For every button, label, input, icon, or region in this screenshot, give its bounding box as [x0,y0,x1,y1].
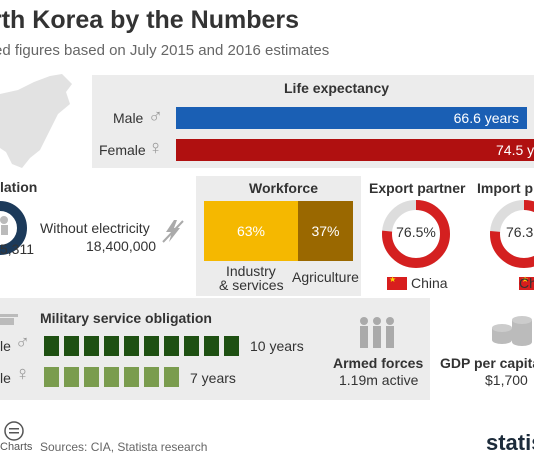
without-electricity-value: 18,400,000 [86,238,157,254]
service-year-cell [64,367,79,387]
military-female-years: 7 years [190,370,236,386]
life-expectancy-bar-female: 74.5 y [176,139,534,161]
workforce-industry-label-1: Industry [226,263,276,279]
life-expectancy-bar-male: 66.6 years [176,107,527,129]
china-flag-icon [519,275,534,290]
female-symbol-icon: ♀ [148,137,163,159]
service-year-cell [104,336,119,356]
workforce-segment-agriculture: 37% [298,201,353,261]
coins-icon [492,316,532,346]
import-donut [490,200,534,268]
service-year-cell [104,367,119,387]
statista-logo[interactable]: statis [486,430,534,455]
soldiers-icon [360,317,394,348]
armed-forces-value: 1.19m active [339,372,419,388]
china-flag-icon [387,275,407,290]
export-title: Export partner [369,180,466,196]
export-partner: China [411,275,448,291]
export-value: 76.5% [396,224,436,240]
tank-icon [0,314,18,325]
workforce-title: Workforce [249,180,318,196]
population-donut-icon [0,201,27,255]
no-electricity-icon [162,220,184,243]
military-male-label: le [0,338,11,354]
gdp-value: $1,700 [485,372,528,388]
service-year-cell [124,336,139,356]
service-year-cell [84,336,99,356]
workforce-industry-value: 63% [236,223,266,239]
service-year-cell [84,367,99,387]
footer-charts-text: Charts [0,441,33,453]
female-value-label: 74.5 y [496,142,534,158]
north-korea-map-icon [0,74,72,168]
creative-commons-icon [4,421,24,441]
population-value: 5,311 [0,241,34,257]
service-year-cell [124,367,139,387]
population-label: lation [0,179,38,195]
workforce-segment-industry: 63% [204,201,298,261]
import-value: 76.3 [506,224,534,240]
service-year-cell [204,336,219,356]
workforce-agriculture-label: Agriculture [292,269,359,285]
import-title: Import p [477,180,533,196]
female-label: Female [99,142,146,158]
service-year-cell [184,336,199,356]
gdp-label: GDP per capita [440,355,534,371]
page-title: rth Korea by the Numbers [0,6,300,34]
male-label: Male [113,110,144,126]
service-year-cell [164,367,179,387]
workforce-stacked-bar: 63% 37% [204,201,353,261]
service-year-cell [144,367,159,387]
military-female-label: le [0,370,11,386]
service-year-cell [224,336,239,356]
page-subtitle: ed figures based on July 2015 and 2016 e… [0,42,330,59]
without-electricity-label: Without electricity [40,220,150,236]
service-year-cell [44,336,59,356]
service-year-cell [64,336,79,356]
female-symbol-icon: ♀ [15,363,30,385]
footer-sources: Sources: CIA, Statista research [40,440,208,454]
export-donut-arc [382,200,450,268]
military-male-years: 10 years [250,338,304,354]
male-symbol-icon: ♂ [148,106,163,128]
import-partner: Ch [519,275,534,291]
import-donut-arc [490,200,534,268]
male-value-label: 66.6 years [453,110,519,126]
export-donut [382,200,450,268]
workforce-agriculture-value: 37% [311,223,340,239]
life-expectancy-title: Life expectancy [284,80,390,96]
service-year-cell [164,336,179,356]
workforce-industry-label-2: & services [219,277,284,293]
service-year-cell [44,367,59,387]
male-symbol-icon: ♂ [15,332,30,354]
service-year-cell [144,336,159,356]
armed-forces-label: Armed forces [333,355,424,371]
military-title: Military service obligation [40,310,212,326]
